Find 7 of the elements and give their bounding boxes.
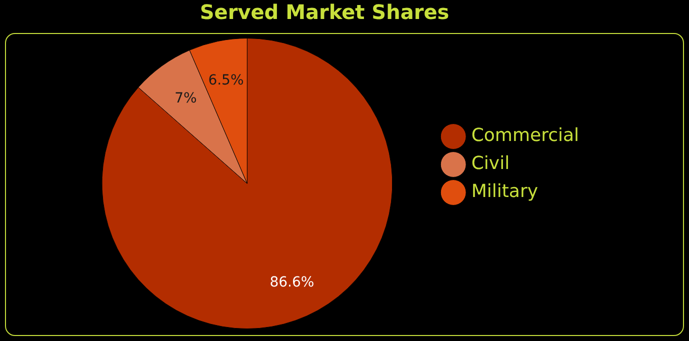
data-label: 6.5% — [208, 72, 244, 89]
chart-title: Served Market Shares — [200, 0, 450, 24]
data-label: 7% — [174, 90, 197, 106]
data-label: 86.6% — [270, 274, 314, 290]
legend-label: Military — [471, 181, 538, 202]
legend-label: Civil — [471, 153, 510, 174]
legend-label: Commercial — [471, 125, 580, 146]
